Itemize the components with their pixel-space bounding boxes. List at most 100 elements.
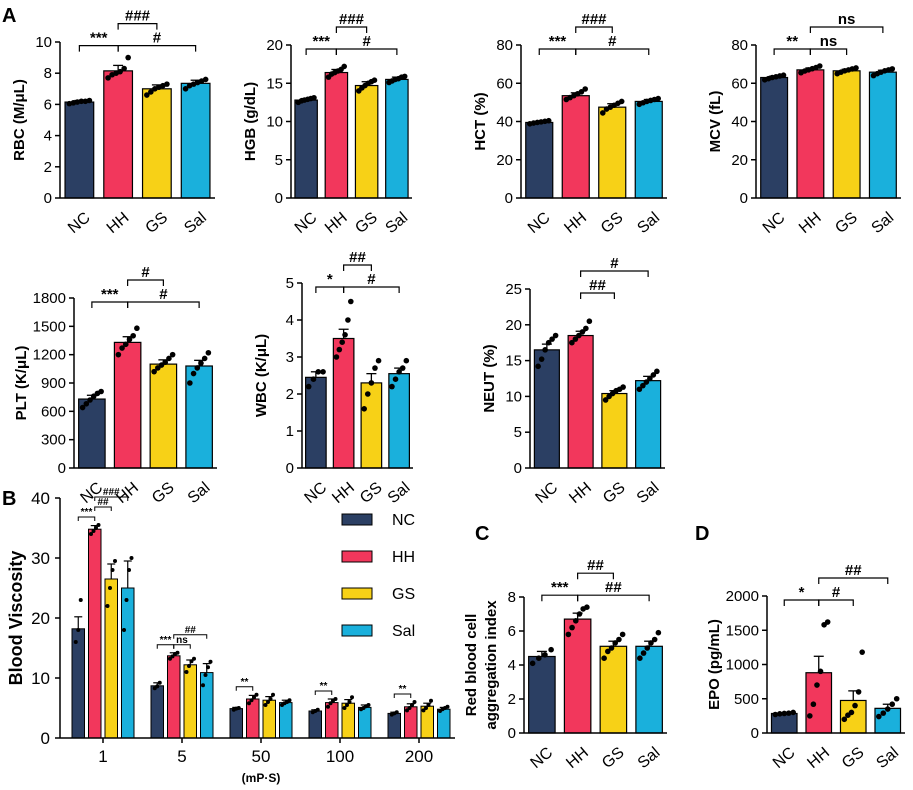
viscosity-sig-label: ** [320,681,328,692]
neut-bar-gs [601,392,628,469]
rbc_agg-ytick-label: 4 [508,657,516,674]
hct-bar-hh [561,95,590,199]
neut-point [538,356,545,362]
epo-point [841,716,848,723]
plt-bar-nc [78,398,106,469]
rbc-ytick-label: 4 [44,128,52,145]
plt-point [115,351,122,358]
mcv-sig-label: ns [838,11,856,28]
plt-point [134,325,140,332]
viscosity-x-unit: (mP·S) [242,771,281,785]
rbc_agg-point [569,624,575,631]
mcv-bar-nc [760,76,789,199]
wbc-point [345,317,351,323]
plt-ytick-label: 1200 [33,347,66,364]
neut-point [569,339,575,346]
epo-ytick-label: 1500 [726,622,759,639]
neut-ytick-label: 20 [505,317,522,334]
wbc-point [348,298,354,305]
rbc-bar-gs [141,88,172,199]
epo-point [810,701,817,708]
viscosity-point [424,706,428,710]
plt-point [194,365,201,371]
wbc-point [310,376,317,383]
panel-label-c: C [475,523,489,545]
viscosity-point [96,523,101,527]
viscosity-point [206,665,210,670]
viscosity-legend-label: GS [392,586,415,603]
viscosity-sig-bracket [173,634,208,639]
plt-point [126,336,133,343]
plt-point [130,332,136,339]
wbc-xtick-label: HH [329,479,358,507]
viscosity-bar-sal [200,672,214,739]
rbc-sig-bracket [117,23,158,30]
rbc_agg-ytick-label: 8 [508,589,516,606]
rbc-point [182,86,189,92]
rbc_agg-point [651,636,658,643]
rbc_agg-point [576,611,583,617]
rbc-point [117,68,123,75]
viscosity-point [271,692,275,697]
viscosity-sig-label: ## [185,625,197,636]
epo-point [852,702,858,709]
mcv-bar-gs [832,70,861,199]
viscosity-sig-bracket [173,644,191,649]
plt-point [98,388,104,395]
wbc-ylabel: WBC (K/μL) [253,334,270,417]
viscosity-point [421,708,426,713]
mcv-sig-label: ** [786,33,798,50]
chart-wbc: 0 1 2 3 4 5 NC HH GS Sal WBC (K/μL) * ### [253,249,413,507]
chart-epo: 0 500 1000 1500 2000 NC HH GS Sal EPO (pg/mL) * ### [706,562,905,772]
neut-ytick-label: 15 [505,353,522,370]
chart-neut: 0 5 10 15 20 25 NC HH GS Sal NEUT (%) ### [481,255,665,507]
viscosity-point [429,698,433,703]
viscosity-ytick-label: 20 [31,609,50,628]
mcv-bar-sal [868,71,897,199]
viscosity-sig-label: *** [160,635,172,646]
neut-point [552,332,559,339]
plt-ylabel: PLT (K/μL) [13,346,30,421]
viscosity-ytick-label: 0 [41,729,50,748]
plt-point [79,404,86,411]
viscosity-point [201,683,205,688]
wbc-ytick-label: 3 [286,349,294,366]
plt-point [83,400,90,407]
mcv-point [780,72,787,79]
wbc-sig-label: ## [349,249,366,266]
epo-sig-bracket [818,599,854,606]
mcv-ytick-label: 60 [731,75,748,92]
plt-ytick-label: 0 [58,460,66,477]
wbc-point [339,339,345,346]
wbc-point [333,354,340,360]
viscosity-bar-nc [150,685,164,739]
wbc-point [315,369,322,375]
hgb-bar-nc [294,99,318,199]
viscosity-point [127,568,131,572]
neut-sig-bracket [580,292,615,299]
rbc-xtick-label: NC [65,209,94,237]
hgb-ytick-label: 15 [266,75,283,92]
neut-ytick-label: 10 [505,388,522,405]
rbc_agg-point [529,660,536,667]
viscosity-point [405,708,409,713]
rbc_agg-point [584,604,590,610]
rbc_agg-sig-label: *** [551,579,569,596]
rbc-sig-label: *** [90,30,108,47]
rbc-point [78,98,85,105]
wbc-point [372,365,378,371]
epo-point [855,689,862,695]
wbc-xtick-label: NC [302,479,331,507]
wbc-sig-bracket [343,264,372,271]
rbc_agg-ytick-label: 6 [508,623,516,640]
viscosity-point [129,556,134,560]
neut-point [602,397,609,403]
viscosity-point [122,628,126,632]
hgb-sig-bracket [335,48,398,55]
neut-bar-sal [635,380,662,469]
mcv-bar-hh [796,69,825,199]
viscosity-bar-gs [183,664,197,739]
neut-point [583,325,589,332]
hgb-ylabel: HGB (g/dL) [242,82,259,161]
rbc-ytick-label: 10 [35,34,52,51]
